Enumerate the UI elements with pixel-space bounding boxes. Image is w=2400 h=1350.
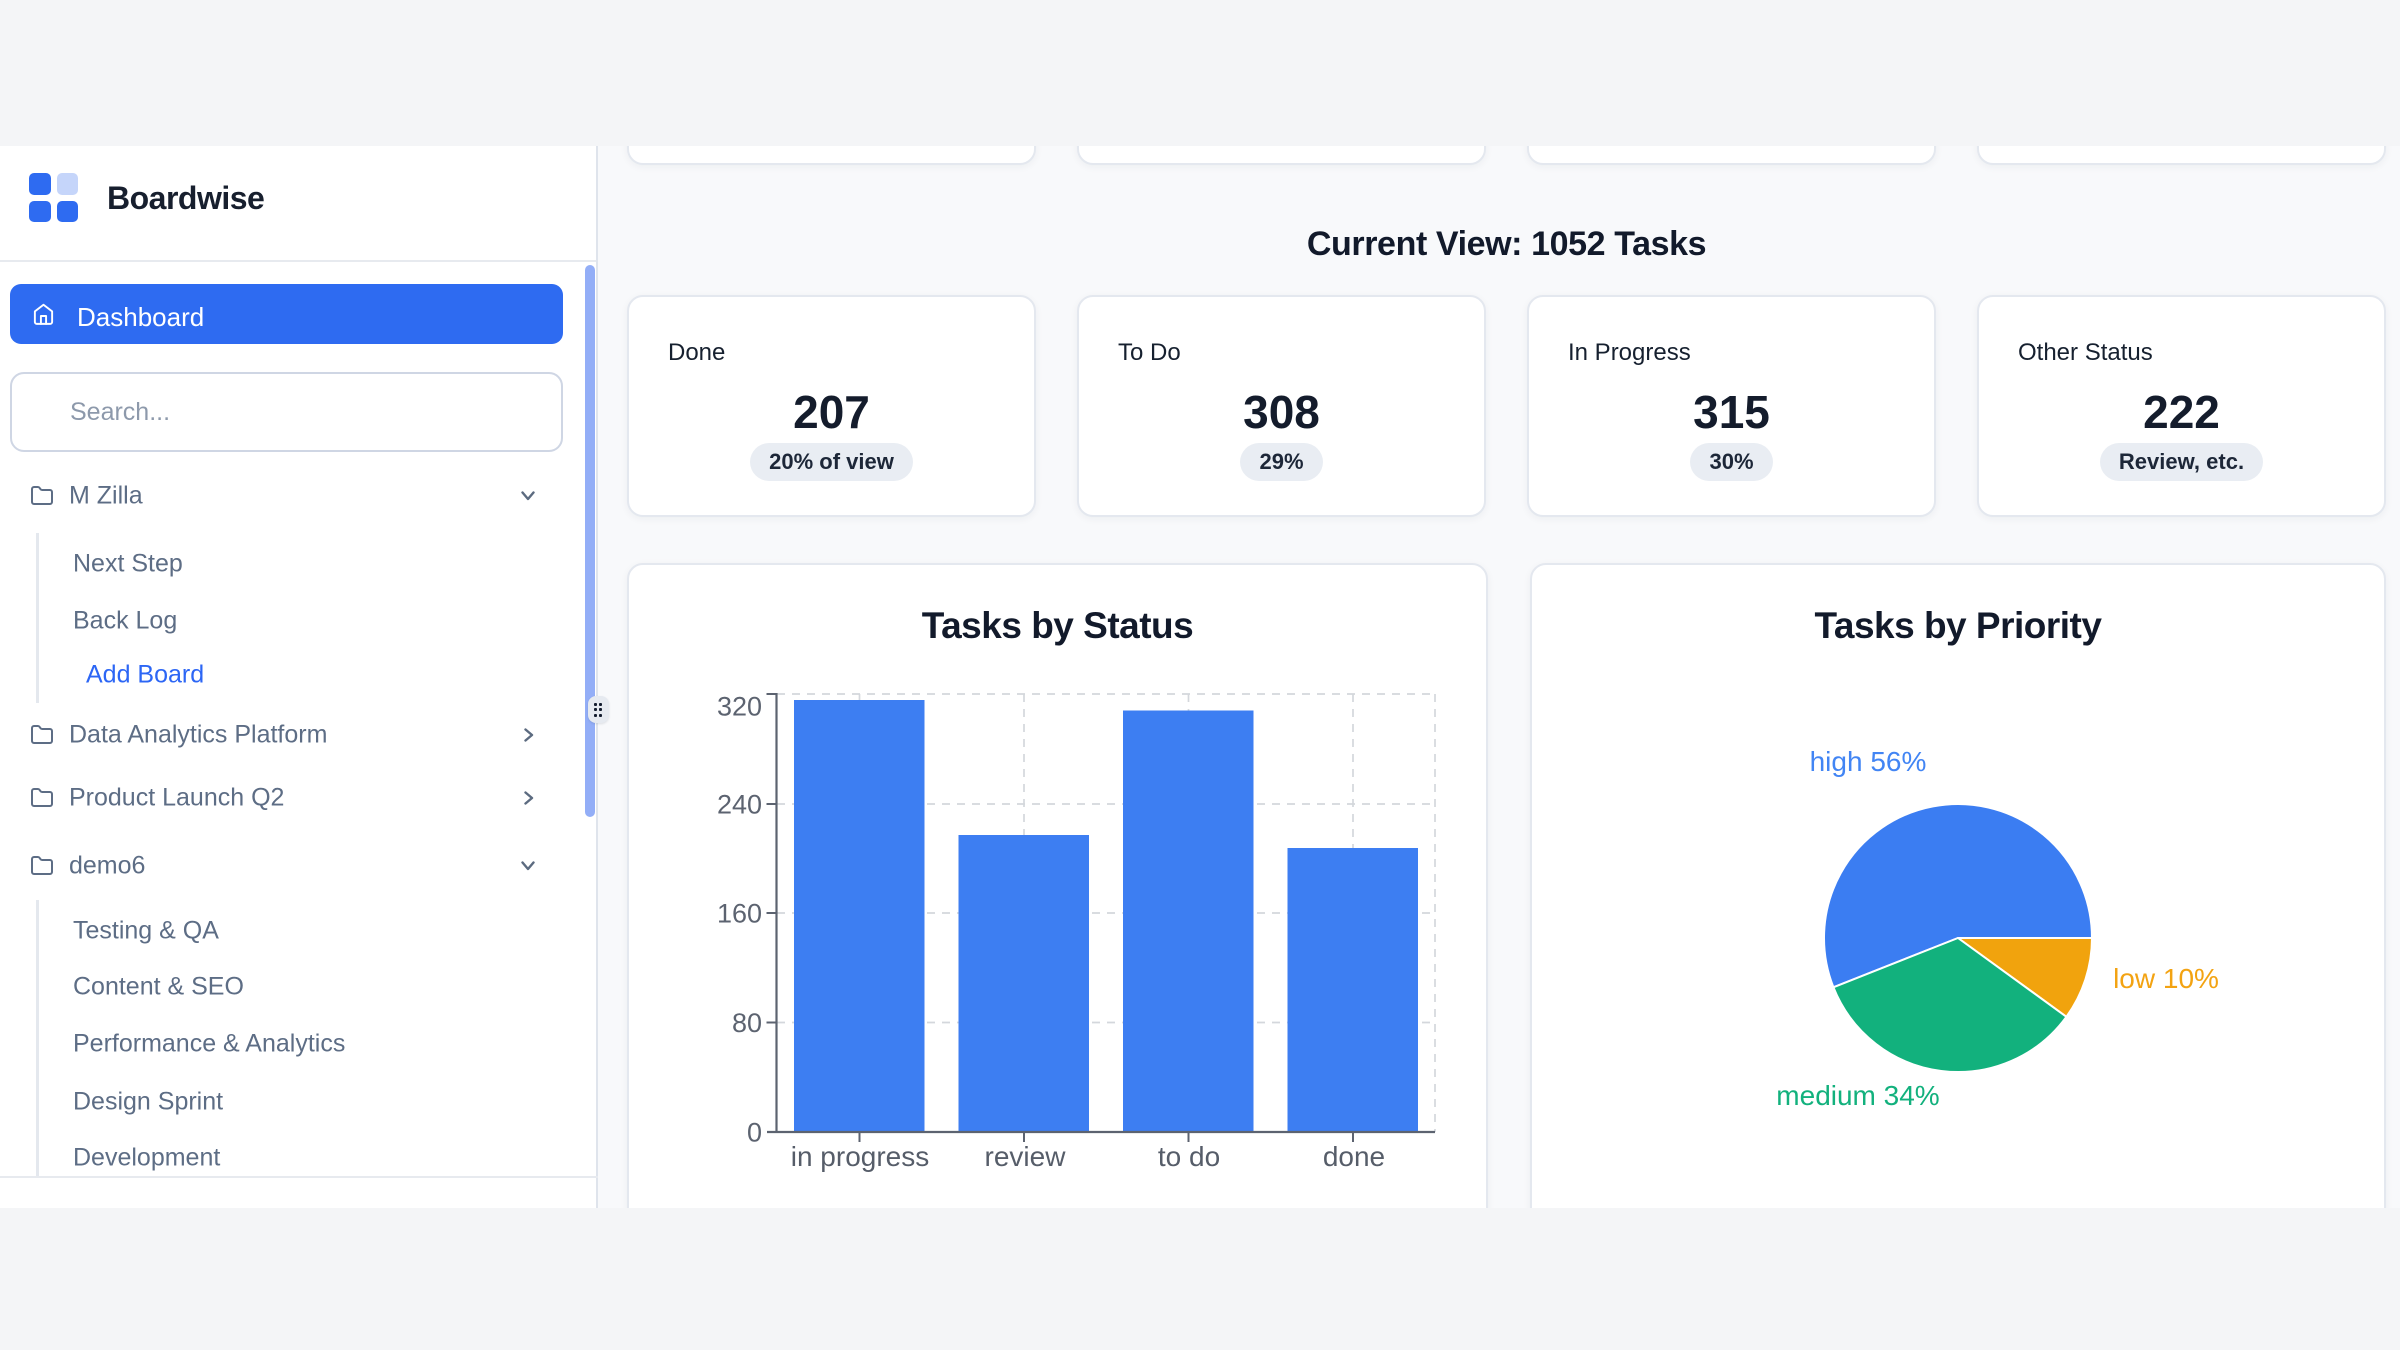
svg-text:240: 240 (717, 790, 762, 820)
svg-text:80: 80 (732, 1008, 762, 1038)
svg-text:done: done (1323, 1141, 1385, 1172)
svg-text:high 56%: high 56% (1810, 746, 1927, 777)
svg-text:160: 160 (717, 899, 762, 929)
svg-text:medium 34%: medium 34% (1776, 1080, 1939, 1111)
svg-text:0: 0 (747, 1118, 762, 1148)
svg-text:in progress: in progress (791, 1141, 930, 1172)
svg-text:low 10%: low 10% (2113, 963, 2219, 994)
svg-text:320: 320 (717, 692, 762, 722)
svg-text:review: review (985, 1141, 1067, 1172)
svg-text:to do: to do (1158, 1141, 1220, 1172)
